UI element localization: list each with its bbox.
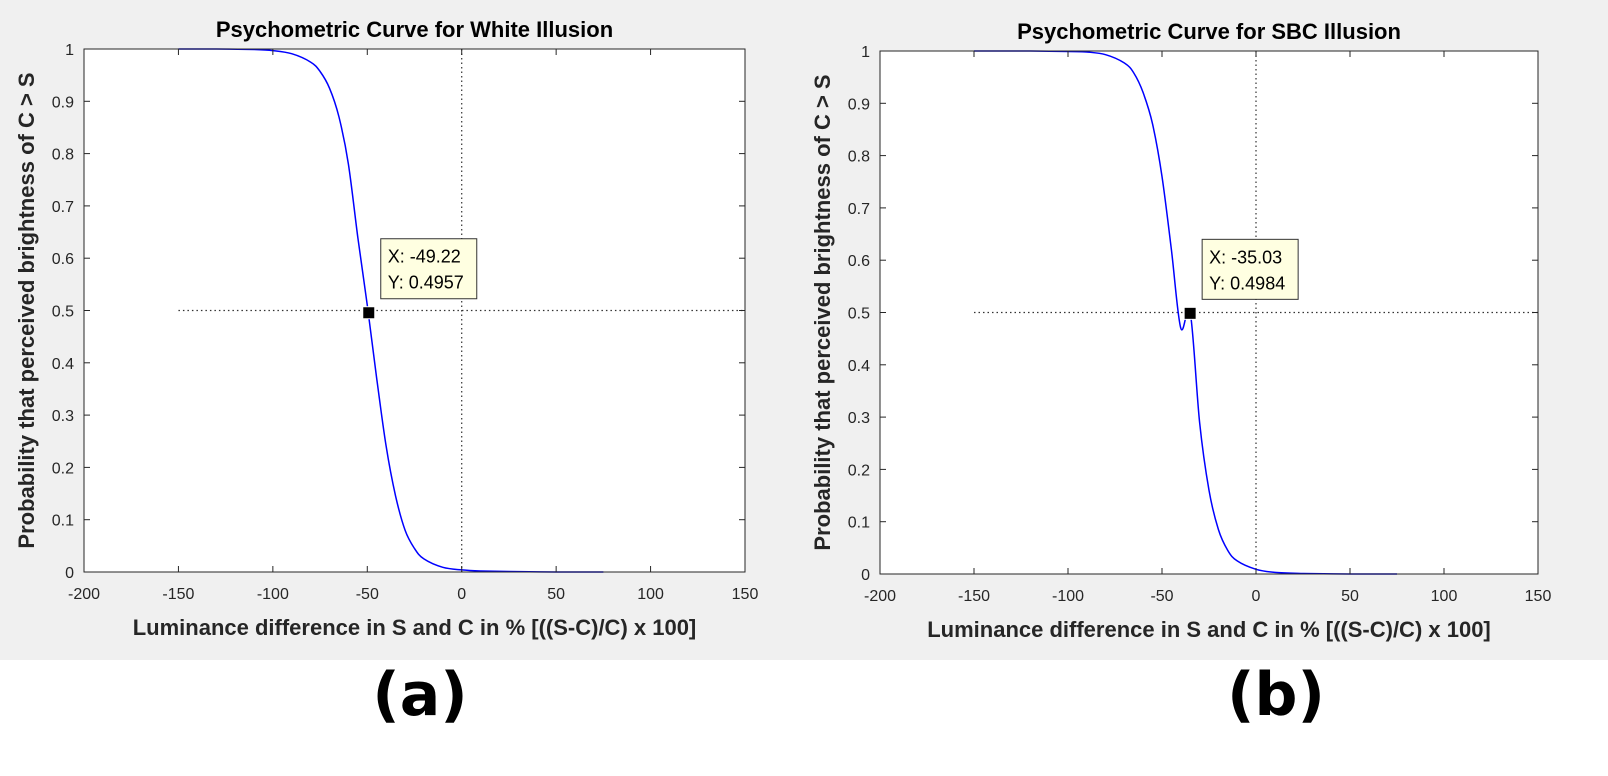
y-axis-title: Probability that perceived brightness of… xyxy=(14,72,39,548)
datatip-x-text: X: -49.22 xyxy=(388,247,461,267)
y-tick-label: 0.7 xyxy=(52,199,74,216)
x-axis-title: Luminance difference in S and C in % [((… xyxy=(133,615,697,640)
y-tick-label: 0.9 xyxy=(848,96,870,113)
y-tick-label: 0.1 xyxy=(848,515,870,532)
datatip-x-text: X: -35.03 xyxy=(1209,247,1282,267)
chart-a: Psychometric Curve for White Illusion -20… xyxy=(14,17,759,640)
x-axis-title: Luminance difference in S and C in % [((… xyxy=(927,617,1491,642)
y-tick-label: 1 xyxy=(861,44,870,61)
datatip-y-text: Y: 0.4957 xyxy=(388,273,464,293)
panel-label-a: (a) xyxy=(372,660,468,730)
y-tick-label: 0.8 xyxy=(848,149,870,166)
chart-panel-b: Psychometric Curve for SBC Illusion -200 -… xyxy=(804,0,1608,660)
y-tick-label: 0.1 xyxy=(52,513,74,530)
x-tick-label: -100 xyxy=(257,586,289,603)
x-tick-label: -50 xyxy=(356,586,379,603)
y-tick-label: 0.3 xyxy=(52,408,74,425)
y-tick-label: 0.3 xyxy=(848,410,870,427)
y-tick-label: 0.6 xyxy=(848,253,870,270)
datatip-box xyxy=(380,238,478,300)
x-tick-label: -100 xyxy=(1052,588,1084,605)
series-line-0 xyxy=(973,50,1398,575)
y-tick-label: 0.2 xyxy=(848,462,870,479)
datatip-box xyxy=(1201,238,1299,300)
x-tick-label: -150 xyxy=(958,588,990,605)
plot-area xyxy=(84,49,745,572)
panel-label-b: (b) xyxy=(1227,660,1325,730)
y-tick-label: 0.9 xyxy=(52,94,74,111)
chart-panel-a: Psychometric Curve for White Illusion -20… xyxy=(0,0,805,660)
y-tick-label: 1 xyxy=(65,42,74,59)
chart-title: Psychometric Curve for SBC Illusion xyxy=(1017,19,1401,44)
chart-title: Psychometric Curve for White Illusion xyxy=(216,17,613,42)
datatip-marker xyxy=(362,306,376,320)
y-axis-title: Probability that perceived brightness of… xyxy=(810,74,835,550)
x-tick-label: 50 xyxy=(1341,588,1359,605)
x-tick-label: 100 xyxy=(637,586,664,603)
y-tick-label: 0.7 xyxy=(848,201,870,218)
y-tick-label: 0 xyxy=(861,567,870,584)
x-tick-label: 100 xyxy=(1431,588,1458,605)
x-tick-label: -200 xyxy=(864,588,896,605)
x-tick-label: 50 xyxy=(547,586,565,603)
x-tick-label: 0 xyxy=(457,586,466,603)
x-tick-label: 150 xyxy=(1525,588,1552,605)
y-tick-label: 0.4 xyxy=(52,356,74,373)
x-tick-label: -150 xyxy=(162,586,194,603)
datatip-y-text: Y: 0.4984 xyxy=(1209,273,1285,293)
y-tick-label: 0.6 xyxy=(52,251,74,268)
chart-b: Psychometric Curve for SBC Illusion -200 -… xyxy=(810,19,1552,642)
x-tick-label: 150 xyxy=(732,586,759,603)
x-tick-label: 0 xyxy=(1252,588,1261,605)
datatip-marker xyxy=(1183,306,1197,320)
y-tick-label: 0 xyxy=(65,565,74,582)
y-tick-label: 0.4 xyxy=(848,358,870,375)
y-tick-label: 0.8 xyxy=(52,147,74,164)
y-tick-label: 0.5 xyxy=(52,304,74,321)
y-tick-label: 0.2 xyxy=(52,460,74,477)
x-tick-label: -200 xyxy=(68,586,100,603)
x-tick-label: -50 xyxy=(1150,588,1173,605)
y-tick-label: 0.5 xyxy=(848,306,870,323)
